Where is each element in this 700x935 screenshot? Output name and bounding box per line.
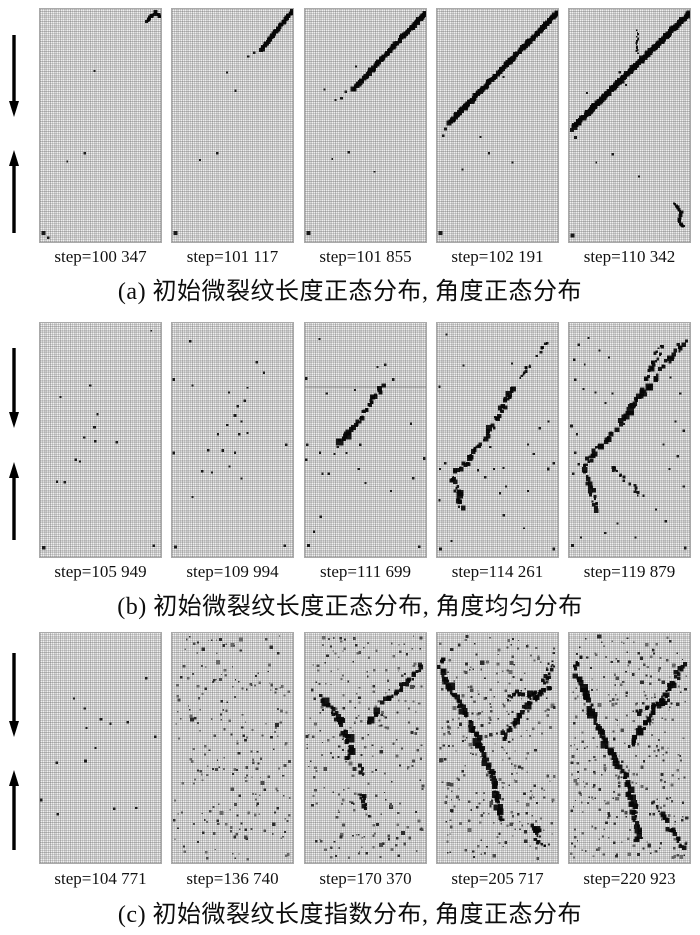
load-direction-down-arrow — [9, 35, 19, 117]
load-arrows — [9, 348, 19, 540]
sim-panel-a-4 — [436, 8, 559, 243]
sim-panel-canvas — [437, 635, 556, 860]
sim-panel-c-5 — [568, 632, 691, 864]
sim-panel-b-5 — [568, 322, 691, 558]
row-caption: (c) 初始微裂纹长度指数分布, 角度正态分布 — [117, 902, 583, 928]
step-label: step=111 699 — [320, 562, 411, 581]
sim-panel-canvas — [41, 330, 155, 550]
figure-row-b: step=105 949 step=109 994 step=111 699 step… — [0, 310, 700, 620]
step-label: step=220 923 — [583, 869, 676, 888]
sim-panel-b-2 — [171, 322, 294, 558]
load-arrows — [9, 653, 19, 850]
load-direction-up-arrow — [9, 462, 19, 540]
step-label: step=102 191 — [451, 247, 544, 266]
sim-panel-canvas — [306, 10, 426, 235]
sim-panel-canvas — [172, 340, 288, 549]
sim-panel-canvas — [570, 10, 690, 238]
load-arrows — [9, 35, 19, 233]
sim-panel-canvas — [173, 9, 293, 235]
sim-panel-c-4 — [436, 632, 559, 864]
row-caption: (a) 初始微裂纹长度正态分布, 角度正态分布 — [117, 279, 583, 305]
row-caption: (b) 初始微裂纹长度正态分布, 角度均匀分布 — [117, 594, 583, 620]
step-label: step=170 370 — [319, 869, 412, 888]
sim-panel-c-3 — [304, 632, 427, 864]
sim-panel-b-3 — [304, 322, 427, 558]
sim-panel-a-3 — [304, 8, 427, 243]
sim-panel-canvas — [305, 337, 426, 549]
load-direction-up-arrow — [9, 770, 19, 850]
step-label: step=136 740 — [186, 869, 279, 888]
figure-row-a: step=100 347 step=101 117 step=101 855 step… — [0, 0, 700, 310]
sim-panel-canvas — [570, 336, 688, 550]
sim-panel-canvas — [438, 10, 558, 235]
sim-panel-a-1 — [39, 8, 162, 243]
sim-panel-c-1 — [39, 632, 162, 864]
sim-panel-b-1 — [39, 322, 162, 558]
figure-row-c: step=104 771 step=136 740 step=170 370 step… — [0, 620, 700, 935]
sim-panel-canvas — [40, 677, 157, 816]
load-direction-down-arrow — [9, 653, 19, 737]
step-label: step=100 347 — [54, 247, 147, 266]
step-label: step=110 342 — [583, 247, 676, 266]
sim-panel-canvas — [305, 635, 425, 859]
sim-panel-canvas — [41, 10, 161, 239]
step-label: step=114 261 — [451, 562, 544, 581]
sim-panel-a-2 — [171, 8, 294, 243]
sim-panel-canvas — [570, 634, 689, 859]
step-label: step=205 717 — [451, 869, 544, 888]
step-label: step=101 855 — [319, 247, 412, 266]
sim-panel-canvas — [172, 635, 291, 861]
sim-panel-c-2 — [171, 632, 294, 864]
load-direction-down-arrow — [9, 348, 19, 428]
load-direction-up-arrow — [9, 150, 19, 233]
sim-panel-b-4 — [436, 322, 559, 558]
step-label: step=109 994 — [186, 562, 279, 581]
sim-panel-canvas — [438, 333, 556, 551]
sim-panel-a-5 — [568, 8, 691, 243]
step-label: step=119 879 — [583, 562, 676, 581]
step-label: step=101 117 — [186, 247, 279, 266]
step-label: step=105 949 — [54, 562, 147, 581]
step-label: step=104 771 — [54, 869, 147, 888]
